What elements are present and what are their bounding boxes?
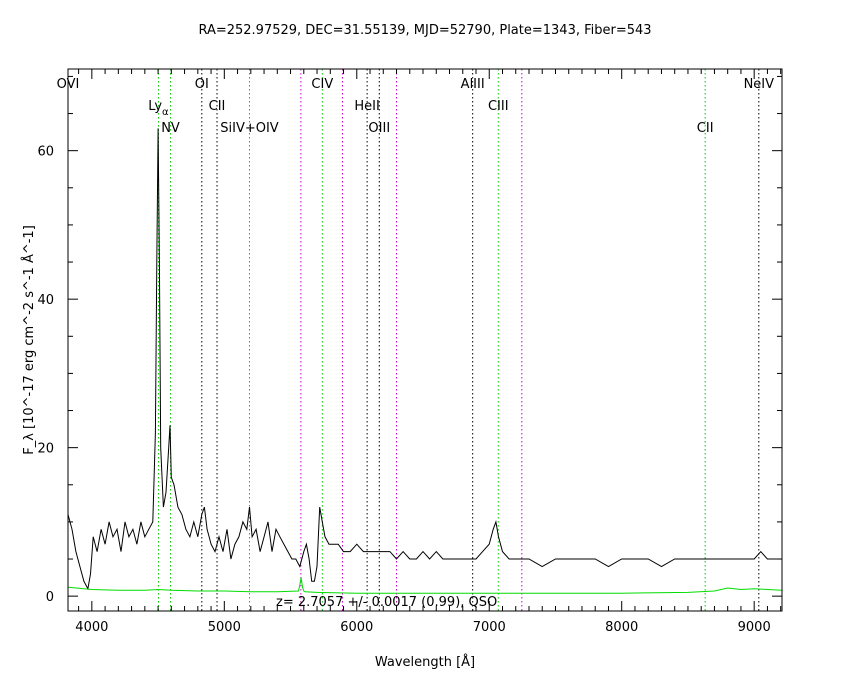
x-tick-label: 6000 xyxy=(340,620,373,635)
line-label: CII xyxy=(697,121,714,136)
y-axis-label: F_λ [10^-17 erg cm^-2 s^-1 Å^-1] xyxy=(21,225,37,455)
line-label: CIII xyxy=(488,99,509,114)
x-tick-label: 7000 xyxy=(473,620,506,635)
line-label: NV xyxy=(161,121,180,136)
y-tick-label: 20 xyxy=(37,442,54,457)
line-label: Lyα xyxy=(148,99,169,118)
x-tick-label: 5000 xyxy=(208,620,241,635)
line-label: CII xyxy=(209,99,226,114)
x-tick-label: 9000 xyxy=(738,620,771,635)
y-tick-label: 0 xyxy=(46,590,54,605)
line-label: SiIV+OIV xyxy=(220,121,279,136)
series-flux xyxy=(67,128,782,591)
y-tick-label: 60 xyxy=(37,145,54,160)
x-axis-label: Wavelength [Å] xyxy=(375,654,475,670)
line-label: NeIV xyxy=(744,77,775,92)
line-label: OI xyxy=(195,77,209,92)
x-tick-label: 4000 xyxy=(75,620,108,635)
plot-area: OVILyαNVOICIISiIV+OIVCIVHeIIOIIIAlIIICII… xyxy=(57,69,783,611)
series-error xyxy=(67,577,783,594)
line-label: CIV xyxy=(311,77,333,92)
axes: 4000 5000 6000 7000 8000 9000 0 20 40 60 xyxy=(37,68,783,635)
chart-title: RA=252.97529, DEC=31.55139, MJD=52790, P… xyxy=(198,23,651,38)
x-tick-label: 8000 xyxy=(605,620,638,635)
line-label: AlIII xyxy=(461,77,485,92)
plot-frame xyxy=(67,68,783,612)
line-label: OIII xyxy=(368,121,390,136)
redshift-annotation: z= 2.7057 +/- 0.0017 (0.99), QSO xyxy=(276,595,497,610)
y-tick-label: 40 xyxy=(37,293,54,308)
line-label: HeII xyxy=(354,99,379,114)
